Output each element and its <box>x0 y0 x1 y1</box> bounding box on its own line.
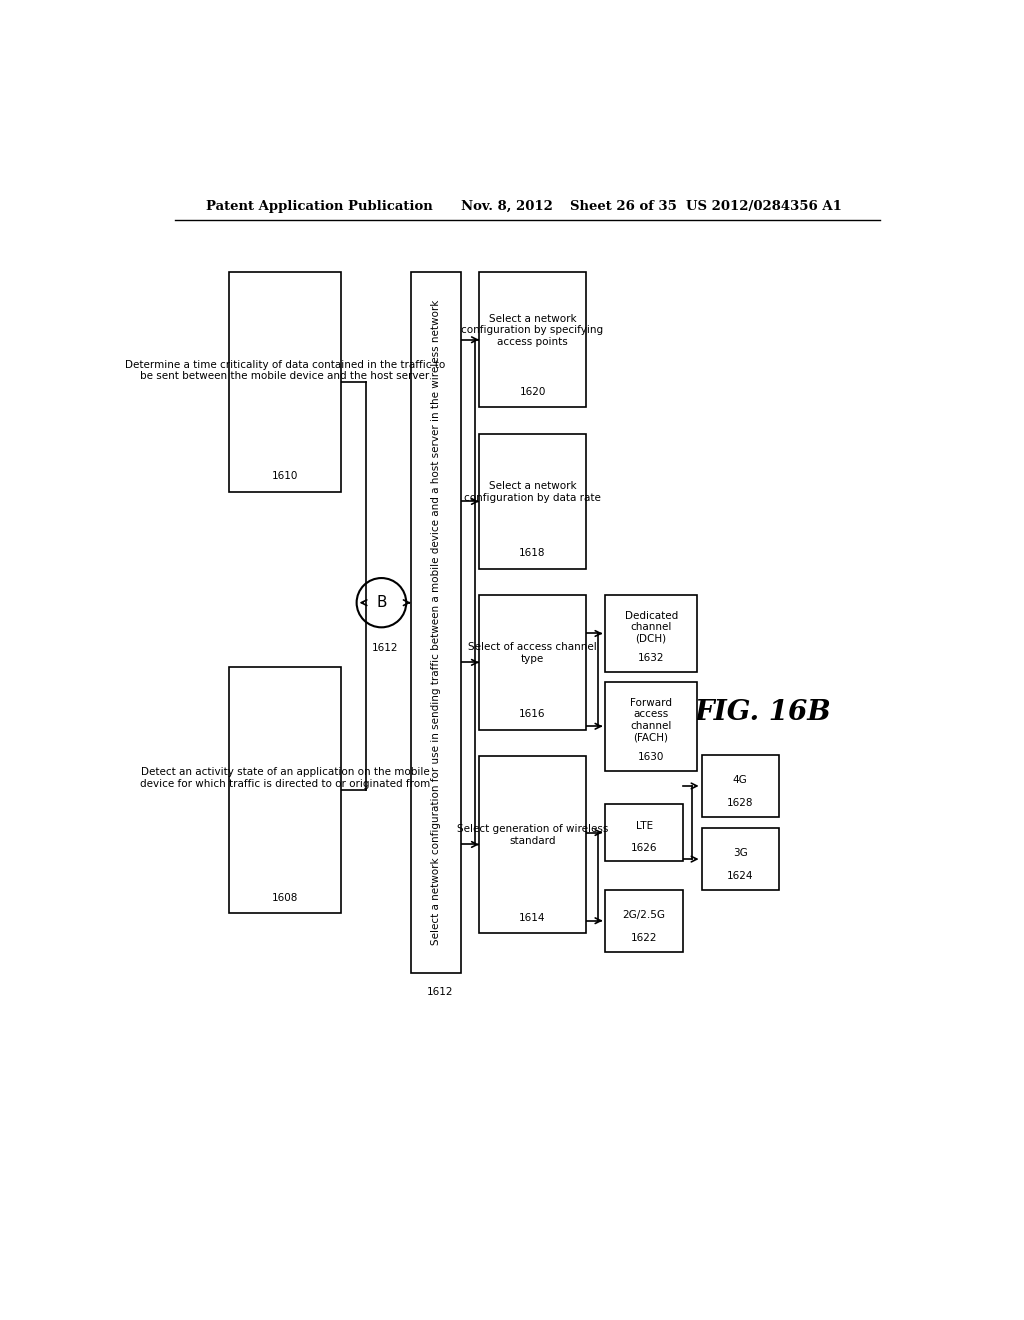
Text: 1612: 1612 <box>427 987 454 997</box>
Text: Detect an activity state of an application on the mobile
device for which traffi: Detect an activity state of an applicati… <box>140 767 430 789</box>
Text: 1614: 1614 <box>519 912 546 923</box>
Text: FIG. 16B: FIG. 16B <box>695 700 831 726</box>
Text: 1624: 1624 <box>727 871 754 880</box>
Text: Select of access channel
type: Select of access channel type <box>468 643 597 664</box>
Text: LTE: LTE <box>636 821 652 832</box>
Text: B: B <box>376 595 387 610</box>
Bar <box>701 829 779 890</box>
Text: Dedicated
channel
(DCH): Dedicated channel (DCH) <box>625 611 678 644</box>
Text: 1620: 1620 <box>519 387 546 397</box>
Bar <box>605 595 697 672</box>
Text: Select a network
configuration by data rate: Select a network configuration by data r… <box>464 482 601 503</box>
Bar <box>605 890 683 952</box>
Text: Patent Application Publication: Patent Application Publication <box>206 199 432 213</box>
Text: 1622: 1622 <box>631 933 657 942</box>
Text: Select a network
configuration by specifying
access points: Select a network configuration by specif… <box>462 314 603 347</box>
Text: US 2012/0284356 A1: US 2012/0284356 A1 <box>686 199 842 213</box>
Text: Select a network configuration for use in sending traffic between a mobile devic: Select a network configuration for use i… <box>431 300 441 945</box>
Text: Nov. 8, 2012: Nov. 8, 2012 <box>461 199 553 213</box>
Bar <box>605 682 697 771</box>
Text: 3G: 3G <box>733 847 748 858</box>
Bar <box>411 272 461 973</box>
Bar <box>701 755 779 817</box>
Bar <box>479 756 586 933</box>
Text: 4G: 4G <box>733 775 748 785</box>
Text: 1608: 1608 <box>271 892 298 903</box>
Text: 1612: 1612 <box>372 643 398 652</box>
Bar <box>228 272 341 492</box>
Text: 1616: 1616 <box>519 709 546 719</box>
Text: Forward
access
channel
(FACH): Forward access channel (FACH) <box>630 698 672 743</box>
Text: 1632: 1632 <box>638 653 665 663</box>
Bar <box>605 804 683 862</box>
Bar <box>479 272 586 407</box>
Text: Select generation of wireless
standard: Select generation of wireless standard <box>457 825 608 846</box>
Text: 1628: 1628 <box>727 797 754 808</box>
Text: Sheet 26 of 35: Sheet 26 of 35 <box>569 199 677 213</box>
Bar <box>479 434 586 569</box>
Text: 2G/2.5G: 2G/2.5G <box>623 909 666 920</box>
Text: 1610: 1610 <box>271 471 298 482</box>
Text: 1626: 1626 <box>631 842 657 853</box>
Text: Determine a time criticality of data contained in the traffic to
be sent between: Determine a time criticality of data con… <box>125 360 445 381</box>
Text: 1618: 1618 <box>519 548 546 558</box>
Bar <box>479 595 586 730</box>
Bar <box>228 667 341 913</box>
Text: 1630: 1630 <box>638 751 665 762</box>
